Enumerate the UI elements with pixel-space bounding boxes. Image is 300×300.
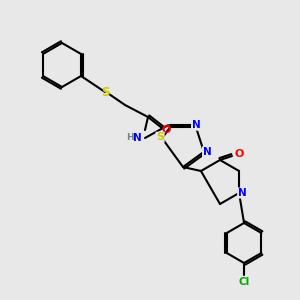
Text: O: O <box>161 125 171 135</box>
Text: Cl: Cl <box>238 277 250 287</box>
Text: S: S <box>156 132 164 142</box>
Text: N: N <box>202 147 211 157</box>
Text: O: O <box>234 149 244 159</box>
Text: N: N <box>192 120 200 130</box>
Text: N: N <box>133 133 141 143</box>
Text: H: H <box>126 133 134 142</box>
Text: N: N <box>238 188 246 198</box>
Text: S: S <box>101 85 109 98</box>
